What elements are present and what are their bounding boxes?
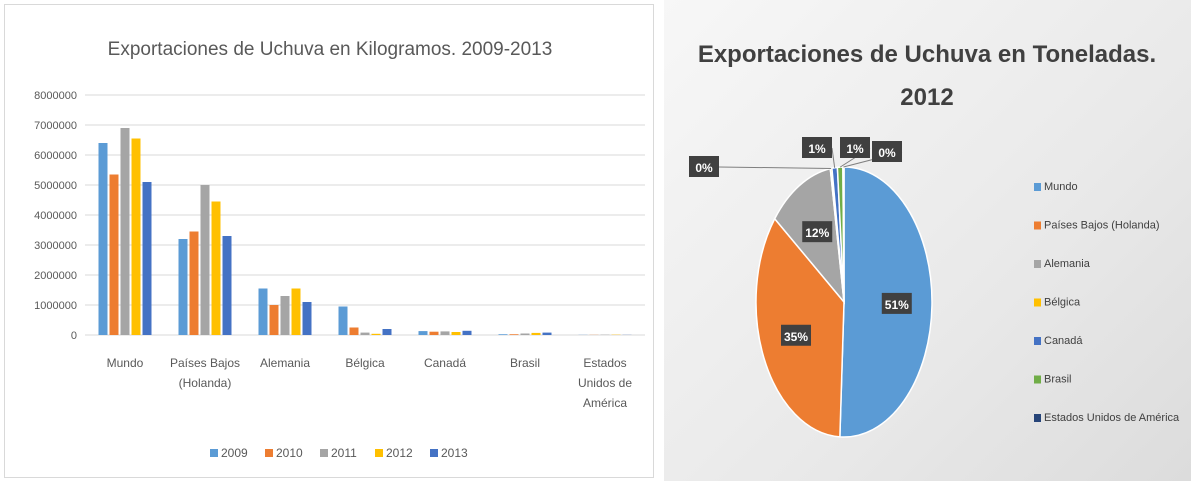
bar [339,307,348,336]
legend-label: Bélgica [1044,297,1081,309]
bar [223,236,232,335]
pie-data-label: 12% [805,226,829,240]
bar [292,289,301,336]
x-tick-label: Estados [583,356,626,370]
x-tick-label: Alemania [260,356,310,370]
bar [372,334,381,335]
bar [543,333,552,335]
bar [499,334,508,335]
bar-chart: Exportaciones de Uchuva en Kilogramos. 2… [5,5,655,479]
legend-label: Alemania [1044,258,1091,270]
bar [259,289,268,336]
legend-label: Mundo [1044,181,1078,193]
y-tick-label: 3000000 [34,240,77,252]
y-tick-label: 1000000 [34,300,77,312]
x-tick-label: Canadá [424,356,466,370]
legend-label: 2009 [221,446,248,460]
legend-label: Países Bajos (Holanda) [1044,220,1160,232]
bar [361,333,370,335]
pie-data-label: 51% [885,298,909,312]
x-tick-label: Unidos de [578,376,632,390]
pie-data-label: 1% [846,142,864,156]
bar [179,239,188,335]
bar [99,143,108,335]
bar [270,305,279,335]
legend-label: 2013 [441,446,468,460]
bar [463,331,472,335]
x-tick-label: Países Bajos [170,356,240,370]
x-tick-label: Mundo [107,356,144,370]
y-tick-label: 6000000 [34,150,77,162]
y-tick-label: 2000000 [34,270,77,282]
y-tick-label: 0 [71,330,77,342]
legend-swatch [1034,183,1041,191]
legend-label: Brasil [1044,374,1072,386]
legend-swatch [265,449,273,457]
y-tick-label: 8000000 [34,90,77,102]
pie-data-label: 0% [878,146,896,160]
legend-swatch [1034,414,1041,422]
bar [190,232,199,336]
legend-swatch [1034,222,1041,230]
chart-title: Exportaciones de Uchuva en Kilogramos. 2… [108,39,553,60]
legend-swatch [375,449,383,457]
pie-data-label: 0% [695,161,713,175]
bar [532,333,541,335]
bar-chart-panel: Exportaciones de Uchuva en Kilogramos. 2… [4,4,654,478]
pie-data-label: 35% [784,330,808,344]
bar [110,175,119,336]
bar [441,331,450,335]
legend-swatch [1034,376,1041,384]
y-tick-label: 7000000 [34,120,77,132]
legend-label: 2011 [331,446,357,460]
pie-data-label: 1% [808,142,826,156]
bar [281,296,290,335]
leader-line [832,148,835,168]
chart-subtitle: 2012 [900,84,953,111]
leader-line [719,167,831,168]
bar [201,185,210,335]
x-tick-label: Brasil [510,356,540,370]
y-tick-label: 5000000 [34,180,77,192]
legend-label: 2012 [386,446,413,460]
y-tick-label: 4000000 [34,210,77,222]
legend-swatch [1034,260,1041,268]
x-tick-label: Bélgica [345,356,385,370]
bar [212,202,221,336]
legend-swatch [1034,337,1041,345]
bar [121,128,130,335]
bar [132,139,141,336]
legend-swatch [1034,299,1041,307]
bar [419,331,428,335]
bar [430,332,439,335]
bar [452,332,461,335]
bar [143,182,152,335]
legend-label: 2010 [276,446,303,460]
legend-swatch [430,449,438,457]
x-tick-label: (Holanda) [179,376,232,390]
bar [383,329,392,335]
chart-title: Exportaciones de Uchuva en Toneladas. [698,41,1156,68]
bar [521,334,530,336]
bar [350,328,359,336]
legend-swatch [320,449,328,457]
bar [510,334,519,335]
bar [303,302,312,335]
legend-label: Canadá [1044,335,1083,347]
x-tick-label: América [583,396,627,410]
legend-label: Estados Unidos de América [1044,412,1180,424]
pie-chart: Exportaciones de Uchuva en Toneladas. 201… [664,0,1191,481]
pie-chart-panel: Exportaciones de Uchuva en Toneladas. 201… [664,0,1191,481]
legend-swatch [210,449,218,457]
